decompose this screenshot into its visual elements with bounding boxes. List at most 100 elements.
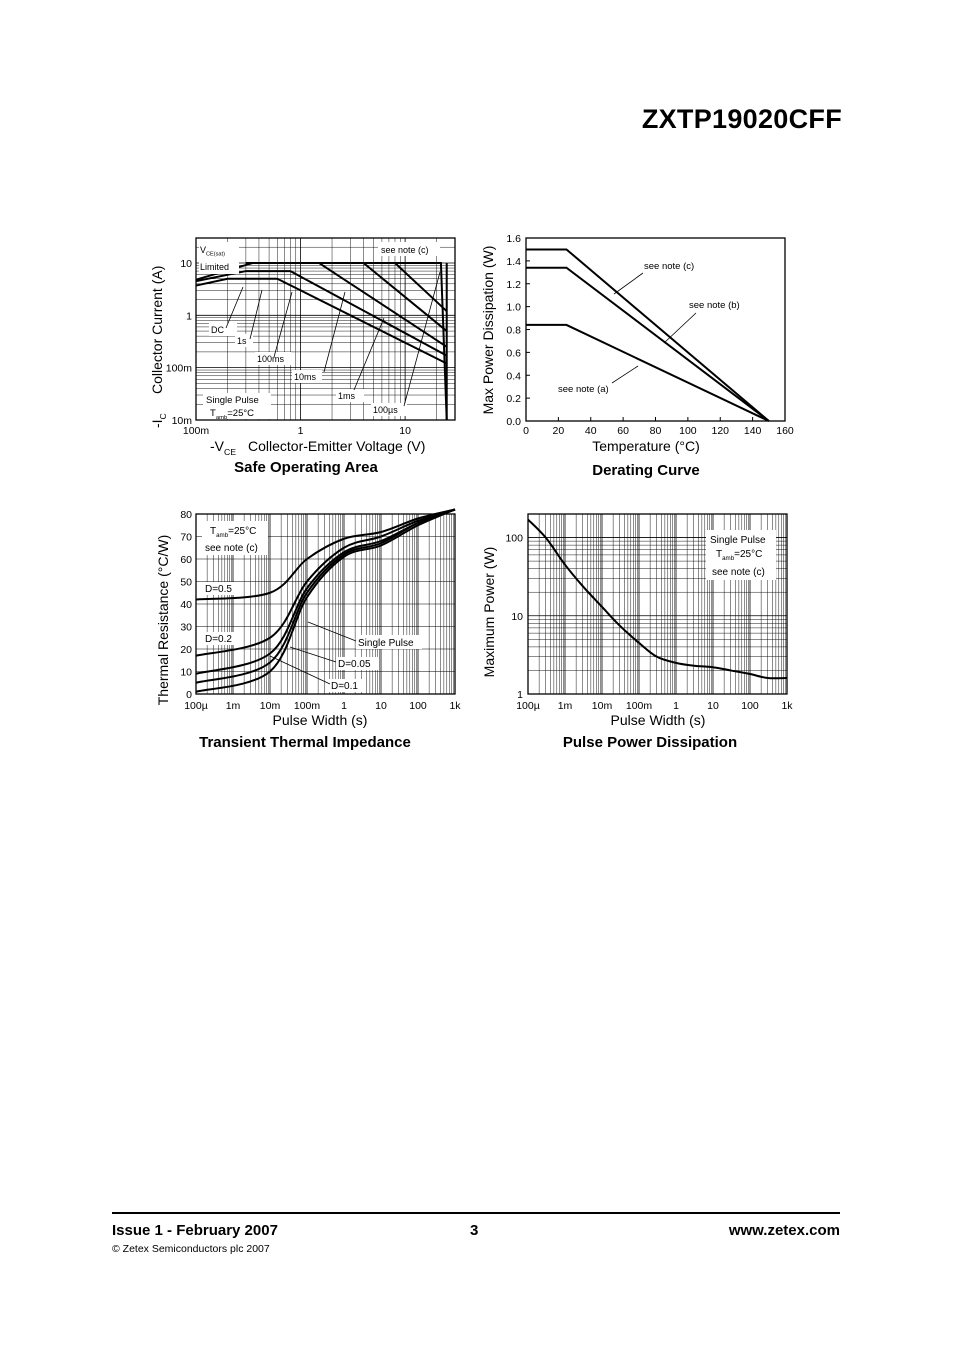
y-tick-label: 0.4 [506, 370, 521, 382]
y-tick-label: 100 [505, 533, 523, 545]
soa-series-line [195, 270, 448, 357]
y-tick-label: 60 [180, 554, 192, 566]
series-label-bg [255, 352, 291, 365]
label-leader [353, 317, 385, 391]
x-tick-label: 1 [298, 425, 304, 437]
power-series-line [527, 518, 788, 680]
x-tick-label: 1m [558, 700, 573, 712]
x-tick-label: 1 [341, 700, 347, 712]
label-leader [307, 621, 357, 642]
x-tick-label: 120 [711, 425, 729, 437]
x-tick-label: 0 [523, 425, 529, 437]
series-label: DC [211, 325, 224, 335]
tamb-label: Tamb=25°C [210, 526, 256, 539]
see-note-label: see note (c) [712, 567, 765, 578]
thermal-series-line [195, 508, 456, 601]
thermal-series-line [195, 508, 456, 657]
x-tick-label: 1m [226, 700, 241, 712]
note-c-label: see note (c) [644, 261, 694, 272]
x-axis-title: Collector-Emitter Voltage (V) [248, 438, 425, 454]
y-tick-label: 50 [180, 577, 192, 589]
label-leader [403, 271, 441, 407]
y-tick-label: 10 [180, 258, 192, 270]
x-tick-label: 100µ [516, 700, 540, 712]
x-tick-label: 60 [617, 425, 629, 437]
series-label: D=0.1 [331, 681, 358, 692]
chart-title: Pulse Power Dissipation [563, 734, 737, 751]
website-link[interactable]: www.zetex.com [728, 1222, 840, 1239]
footer-divider [112, 1212, 840, 1214]
pulse-power-chart: Single Pulse Tamb=25°C see note (c) 100µ 1m 1… [481, 513, 793, 751]
series-label: D=0.2 [205, 634, 232, 645]
y-tick-label: 20 [180, 644, 192, 656]
label-leader [611, 365, 639, 384]
x-tick-label: 100µ [184, 700, 208, 712]
annotation-bg [706, 530, 776, 580]
y-tick-label: 30 [180, 622, 192, 634]
label-leader [613, 272, 644, 295]
plot-frame [195, 237, 456, 421]
vcesat-label-bg [199, 242, 239, 274]
x-tick-label: 20 [553, 425, 565, 437]
thermal-series-line [195, 508, 456, 684]
soa-series-line [245, 261, 448, 421]
series-label-bg [235, 334, 253, 347]
d01-bg [329, 679, 363, 692]
x-axis-title: Pulse Width (s) [611, 712, 706, 728]
y-tick-label: 1.2 [506, 279, 521, 291]
plot-frame [527, 513, 788, 695]
y-tick-label: 0.6 [506, 347, 521, 359]
series-label: 100ms [257, 354, 285, 364]
x-tick-label: 80 [650, 425, 662, 437]
y-axis-title: Collector Current (A) [149, 266, 165, 394]
x-tick-label: 10 [707, 700, 719, 712]
d02-bg [203, 632, 239, 645]
soa-series-line [195, 277, 448, 365]
single-pulse-label: Single Pulse [710, 535, 766, 546]
derating-series-line [526, 266, 770, 422]
see-note-label: see note (c) [205, 543, 258, 554]
d05-bg [203, 582, 239, 595]
y-tick-label: 0.8 [506, 325, 521, 337]
y-tick-label: 1 [186, 310, 192, 322]
tamb-label-bg [202, 521, 268, 555]
x-tick-label: 1k [449, 700, 461, 712]
x-tick-label: 1k [781, 700, 793, 712]
label-leader [289, 646, 337, 663]
note-a-label: see note (a) [558, 384, 609, 395]
note-c-bg [641, 258, 705, 272]
series-label-bg [292, 370, 322, 383]
x-tick-label: 160 [776, 425, 794, 437]
label-leader [663, 312, 697, 344]
x-tick-label: 10 [399, 425, 411, 437]
note-b-bg [687, 298, 751, 312]
y-tick-label: 10 [511, 611, 523, 623]
thermal-impedance-chart: Tamb=25°C see note (c) D=0.5 D=0.2 Single Pu… [155, 508, 461, 751]
x-tick-label: 1 [673, 700, 679, 712]
note-b-label: see note (b) [689, 300, 740, 311]
soa-series-line [245, 261, 448, 332]
derating-series-line [526, 248, 770, 422]
x-tick-label: 100m [294, 700, 321, 712]
series-label: D=0.05 [338, 659, 371, 670]
single-pulse-bg [356, 635, 422, 649]
series-label: 100µs [373, 405, 398, 415]
label-leader [269, 655, 331, 685]
y-tick-label: 1.4 [506, 256, 521, 268]
y-tick-label: 70 [180, 532, 192, 544]
x-tick-label: 10 [375, 700, 387, 712]
chart-title: Derating Curve [592, 462, 700, 479]
d005-bg [336, 657, 378, 670]
see-note-label: see note (c) [381, 245, 429, 255]
plot-frame [195, 513, 456, 695]
series-label: 1s [237, 336, 247, 346]
series-label: Single Pulse [358, 638, 414, 649]
y-tick-label: 40 [180, 599, 192, 611]
x-tick-label: 100 [741, 700, 759, 712]
x-axis-title: Pulse Width (s) [273, 712, 368, 728]
x-tick-label: 10m [260, 700, 281, 712]
y-axis-prefix: -IC [149, 413, 168, 428]
y-tick-label: 1 [517, 689, 523, 701]
series-label: 10ms [294, 372, 317, 382]
tamb-label: Tamb=25°C [210, 408, 254, 421]
